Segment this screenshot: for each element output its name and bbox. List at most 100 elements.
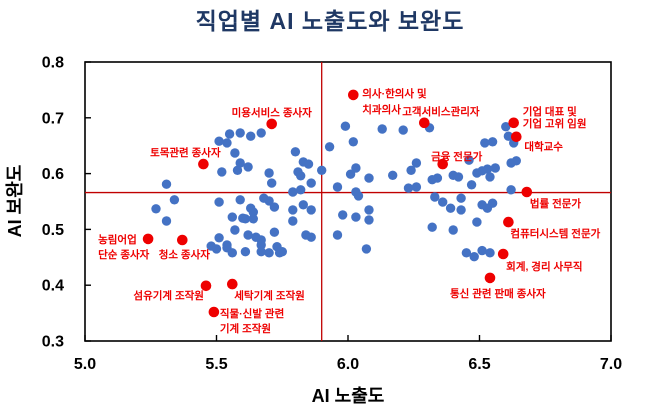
data-point xyxy=(348,137,358,147)
data-point xyxy=(238,213,248,223)
data-point xyxy=(448,225,458,235)
data-point xyxy=(324,142,335,152)
data-point xyxy=(269,227,280,237)
x-tick-label: 5.0 xyxy=(74,356,96,373)
y-tick-label: 0.8 xyxy=(42,55,64,72)
data-point xyxy=(377,124,387,134)
highlighted-data-point xyxy=(266,118,278,130)
data-point xyxy=(211,244,222,254)
data-point xyxy=(351,212,361,222)
data-point xyxy=(217,167,227,177)
highlighted-data-point xyxy=(348,89,359,101)
data-point xyxy=(487,198,498,208)
data-point xyxy=(161,216,172,226)
data-point xyxy=(485,248,495,258)
data-point xyxy=(214,197,224,207)
data-point xyxy=(469,252,479,262)
data-point xyxy=(169,195,180,205)
data-point xyxy=(243,230,253,240)
data-point xyxy=(456,193,466,203)
data-point xyxy=(485,172,495,182)
data-point xyxy=(477,245,487,256)
data-point xyxy=(445,203,456,213)
data-point xyxy=(466,180,477,190)
data-point xyxy=(388,170,398,180)
point-label: 금융 전문가 xyxy=(431,150,483,163)
point-label: 섬유기계 조작원 xyxy=(133,289,204,302)
highlighted-data-point xyxy=(521,186,533,198)
data-point xyxy=(214,233,224,243)
data-point xyxy=(296,171,306,181)
data-point xyxy=(224,129,235,139)
data-point xyxy=(306,232,316,242)
data-point xyxy=(298,200,308,210)
data-point xyxy=(456,205,466,215)
data-point xyxy=(480,138,490,148)
highlighted-data-point xyxy=(419,117,430,129)
point-label: 회계, 경리 사무직 xyxy=(506,260,582,273)
data-point xyxy=(248,214,258,224)
highlighted-data-point xyxy=(227,278,238,290)
data-point xyxy=(503,131,514,141)
y-tick-label: 0.5 xyxy=(42,222,64,239)
y-tick-label: 0.7 xyxy=(42,110,64,127)
data-point xyxy=(351,163,361,173)
x-tick-label: 7.0 xyxy=(600,356,622,373)
data-point xyxy=(256,240,266,250)
data-point xyxy=(256,128,266,138)
data-point xyxy=(248,207,258,217)
data-point xyxy=(398,125,408,135)
data-point xyxy=(240,247,251,257)
point-label: 기업 대표 및 기업 고위 임원 xyxy=(523,105,587,130)
data-point xyxy=(406,165,416,175)
data-point xyxy=(464,155,474,165)
data-point xyxy=(364,215,374,225)
point-label: 토목관련 종사자 xyxy=(150,146,221,159)
data-point xyxy=(274,248,285,258)
data-point xyxy=(487,137,498,147)
chart-title: 직업별 AI 노출도와 보완도 xyxy=(196,8,465,34)
data-point xyxy=(267,178,277,188)
data-point xyxy=(411,158,422,168)
data-point xyxy=(345,169,356,179)
x-tick-label: 5.5 xyxy=(205,356,227,373)
data-point xyxy=(227,212,237,222)
data-point xyxy=(338,210,348,220)
data-point xyxy=(303,159,314,169)
data-point xyxy=(411,182,422,192)
data-point xyxy=(246,131,256,141)
data-point xyxy=(214,136,224,146)
data-point xyxy=(222,243,232,253)
plot-area: 5.0 5.5 6.0 6.5 7.0 0.3 0.4 0.5 0.6 0.7 0.8 미용서비스 종… xyxy=(42,55,622,374)
point-label: 통신 관련 판매 종사자 xyxy=(450,287,546,300)
data-point xyxy=(482,164,493,174)
data-point xyxy=(288,187,298,197)
data-point xyxy=(235,195,245,205)
data-point xyxy=(501,122,511,132)
highlighted-data-point xyxy=(484,272,496,284)
point-label: 청소 종사자 xyxy=(159,248,211,261)
x-axis-title: AI 노출도 xyxy=(312,386,385,406)
data-point xyxy=(306,178,316,188)
data-point xyxy=(235,128,245,138)
data-point xyxy=(243,162,253,172)
highlighted-data-point xyxy=(497,248,509,260)
y-tick-label: 0.3 xyxy=(42,334,64,351)
data-point xyxy=(269,202,280,212)
data-point xyxy=(230,148,240,158)
highlighted-data-point xyxy=(208,306,220,318)
data-point xyxy=(290,147,301,157)
data-point xyxy=(235,158,245,168)
data-point xyxy=(264,168,274,178)
y-axis-title: AI 보완도 xyxy=(5,165,25,238)
data-point xyxy=(472,217,482,227)
point-label: 농림어업 단순 종사자 xyxy=(98,233,150,261)
data-point xyxy=(151,204,161,214)
data-point xyxy=(432,173,443,183)
data-point xyxy=(361,244,372,254)
point-label: 세탁기계 조작원 xyxy=(234,289,305,302)
data-point xyxy=(222,138,232,148)
data-point xyxy=(288,216,298,226)
